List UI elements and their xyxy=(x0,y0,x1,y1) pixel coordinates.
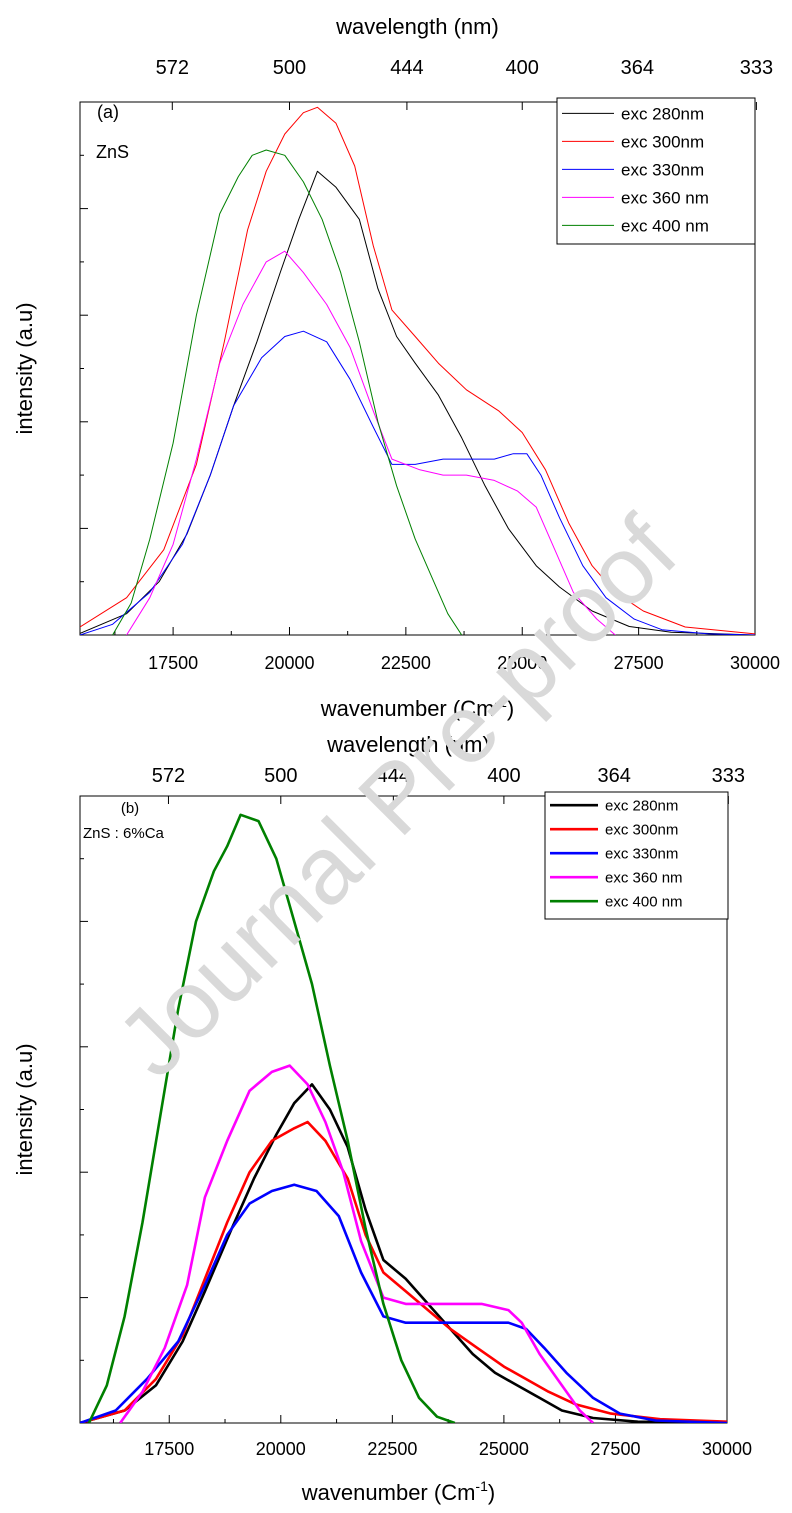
series-line-exc-330nm xyxy=(80,330,755,635)
x-tick-label: 17500 xyxy=(148,653,198,673)
top-tick-label: 500 xyxy=(273,57,306,79)
panel-label: (b) xyxy=(121,800,139,817)
series-line-exc-330nm xyxy=(80,1183,727,1423)
legend: exc 280nm exc 300nm exc 330nm exc 360 nm exc… xyxy=(556,97,756,245)
sample-label: ZnS : 6%Ca xyxy=(83,825,165,842)
x-tick-label: 22500 xyxy=(367,1439,417,1459)
x-tick-label: 25000 xyxy=(497,653,547,673)
x-tick-label: 27500 xyxy=(614,653,664,673)
top-tick-label: 400 xyxy=(487,765,520,787)
top-tick-label: 444 xyxy=(377,765,410,787)
top-axis-title: wavelength (nm) xyxy=(335,14,499,39)
legend-entry-label: exc 360 nm xyxy=(605,870,683,887)
y-axis-title: intensity (a.u) xyxy=(12,302,37,434)
legend-box xyxy=(544,791,729,920)
x-tick-label: 17500 xyxy=(144,1439,194,1459)
series-line-exc-280nm xyxy=(80,1083,727,1423)
legend-entry-label: exc 300nm xyxy=(605,822,678,839)
legend-entry-label: exc 280nm xyxy=(605,798,678,815)
x-tick-label: 20000 xyxy=(256,1439,306,1459)
series-line-exc-300nm xyxy=(80,106,755,635)
series-line-exc-300nm xyxy=(80,1120,727,1423)
series-line-exc-400-nm xyxy=(112,149,463,635)
legend-entry-label: exc 280nm xyxy=(621,105,704,124)
legend-entry-label: exc 330nm xyxy=(605,846,678,863)
top-tick-label: 500 xyxy=(264,765,297,787)
chart-panel-a: 17500 20000 22500 25000 27500 30000 572 500 444 4… xyxy=(12,14,780,721)
top-tick-label: 444 xyxy=(390,57,423,79)
top-tick-label: 572 xyxy=(152,765,185,787)
top-tick-label: 572 xyxy=(156,57,189,79)
top-tick-label: 333 xyxy=(712,765,745,787)
series-line-exc-360-nm xyxy=(126,250,616,635)
chart-panel-b: 17500 20000 22500 25000 27500 30000 572 500 444 4… xyxy=(12,732,752,1505)
x-tick-label: 30000 xyxy=(730,653,780,673)
legend: exc 280nm exc 300nm exc 330nm exc 360 nm exc… xyxy=(544,791,729,920)
legend-entry-label: exc 400 nm xyxy=(605,894,683,911)
legend-entry-label: exc 330nm xyxy=(621,161,704,180)
x-axis-title: wavenumber (Cm-1) xyxy=(320,694,514,721)
legend-entry-label: exc 360 nm xyxy=(621,189,709,208)
sample-label: ZnS xyxy=(96,142,129,162)
top-axis-title: wavelength (nm) xyxy=(326,732,490,757)
panel-label: (a) xyxy=(97,102,119,122)
legend-entry-label: exc 300nm xyxy=(621,133,704,152)
x-tick-label: 20000 xyxy=(264,653,314,673)
top-tick-label: 364 xyxy=(621,57,654,79)
top-tick-label: 400 xyxy=(506,57,539,79)
top-tick-label: 364 xyxy=(598,765,631,787)
x-tick-label: 30000 xyxy=(702,1439,752,1459)
legend-box xyxy=(556,97,756,245)
legend-entry-label: exc 400 nm xyxy=(621,217,709,236)
x-tick-label: 22500 xyxy=(381,653,431,673)
x-tick-label: 25000 xyxy=(479,1439,529,1459)
series-line-exc-400-nm xyxy=(87,813,456,1423)
top-tick-label: 333 xyxy=(740,57,773,79)
x-tick-label: 27500 xyxy=(590,1439,640,1459)
y-axis-title: intensity (a.u) xyxy=(12,1043,37,1175)
series-line-exc-360-nm xyxy=(119,1064,594,1423)
x-axis-title: wavenumber (Cm-1) xyxy=(301,1478,495,1505)
